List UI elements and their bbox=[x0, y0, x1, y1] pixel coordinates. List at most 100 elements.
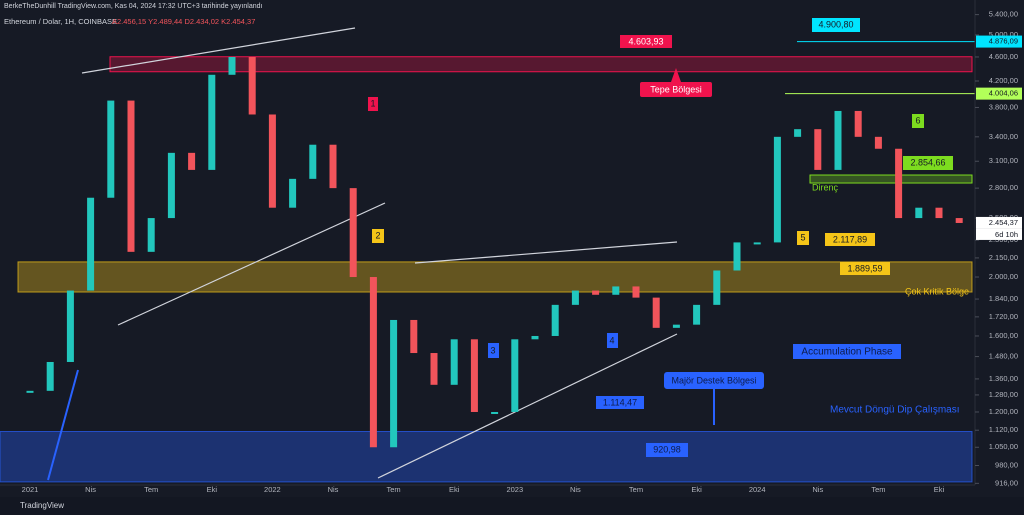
y-tick-label: 1.280,00 bbox=[989, 390, 1018, 399]
candle bbox=[733, 242, 741, 271]
candle bbox=[66, 290, 74, 362]
candle bbox=[935, 207, 943, 219]
footer: TradingView bbox=[20, 501, 64, 510]
candle bbox=[491, 411, 499, 414]
candle bbox=[814, 129, 822, 170]
candle bbox=[390, 319, 398, 448]
candle bbox=[87, 197, 95, 291]
candle bbox=[228, 56, 236, 75]
y-tick-label: 1.120,00 bbox=[989, 425, 1018, 434]
candle bbox=[349, 188, 357, 278]
countdown: 6d 10h bbox=[995, 230, 1018, 239]
zone-label: Çok Kritik Bölge bbox=[905, 286, 969, 296]
y-tick-label: 1.480,00 bbox=[989, 352, 1018, 361]
candle bbox=[794, 129, 802, 137]
y-tick-label: 2.000,00 bbox=[989, 272, 1018, 281]
y-tick-label: 1.200,00 bbox=[989, 407, 1018, 416]
zone bbox=[0, 431, 973, 483]
zone-bottom-label: 1.889,59 bbox=[847, 263, 882, 273]
phase-label: Accumulation Phase bbox=[801, 347, 893, 358]
candle bbox=[309, 144, 317, 179]
candle bbox=[26, 390, 34, 393]
candle bbox=[773, 136, 781, 243]
x-tick-label: Tem bbox=[629, 485, 643, 494]
y-tick-label: 1.720,00 bbox=[989, 312, 1018, 321]
candle bbox=[248, 56, 256, 115]
candle bbox=[632, 286, 640, 298]
candle bbox=[693, 304, 701, 325]
candle bbox=[289, 178, 297, 208]
wave-label: 2 bbox=[375, 230, 380, 240]
ohlc: A2.456,15 Y2.489,44 D2.434,02 K2.454,37 bbox=[112, 17, 255, 26]
level-label: 2.454,37 bbox=[989, 218, 1018, 227]
candle bbox=[551, 304, 559, 336]
countdown-box bbox=[976, 228, 1022, 240]
y-tick-label: 1.840,00 bbox=[989, 294, 1018, 303]
x-tick-label: Eki bbox=[691, 485, 702, 494]
level-label: 4.876,09 bbox=[989, 37, 1018, 46]
x-tick-label: Nis bbox=[328, 485, 339, 494]
y-tick-label: 5.000,00 bbox=[989, 30, 1018, 39]
x-tick-label: 2024 bbox=[749, 485, 766, 494]
zone bbox=[109, 56, 973, 73]
candle bbox=[107, 100, 115, 198]
x-tick-label: 2021 bbox=[22, 485, 39, 494]
y-tick-label: 2.800,00 bbox=[989, 183, 1018, 192]
level-box bbox=[976, 87, 1022, 100]
candle bbox=[511, 339, 519, 412]
candle bbox=[854, 110, 862, 137]
support-label: Majör Destek Bölgesi bbox=[671, 375, 756, 385]
zone bbox=[17, 261, 973, 293]
candle bbox=[147, 218, 155, 252]
support-top-label: 1.114,47 bbox=[603, 397, 637, 407]
x-tick-label: Tem bbox=[144, 485, 158, 494]
candle bbox=[713, 270, 721, 305]
y-tick-label: 3.400,00 bbox=[989, 132, 1018, 141]
candle bbox=[369, 277, 377, 448]
candle bbox=[410, 319, 418, 354]
wave-label: 1 bbox=[370, 98, 375, 108]
x-tick-label: Nis bbox=[570, 485, 581, 494]
wave-label: 3 bbox=[490, 345, 495, 355]
candle bbox=[571, 290, 579, 305]
candle bbox=[329, 144, 337, 189]
candle bbox=[470, 339, 478, 412]
y-tick-label: 916,00 bbox=[995, 478, 1018, 487]
y-tick-label: 4.600,00 bbox=[989, 52, 1018, 61]
symbol: Ethereum / Dolar, 1H, COINBASE bbox=[4, 17, 117, 26]
x-tick-label: Nis bbox=[812, 485, 823, 494]
resistance-label: Direnç bbox=[812, 182, 839, 192]
candle bbox=[612, 286, 620, 295]
candle bbox=[895, 148, 903, 219]
candle bbox=[167, 152, 175, 219]
level-box bbox=[976, 216, 1022, 229]
y-tick-label: 1.050,00 bbox=[989, 442, 1018, 451]
support-bottom-label: 920,98 bbox=[653, 444, 681, 454]
resistance-value: 2.854,66 bbox=[910, 157, 945, 167]
y-tick-label: 4.200,00 bbox=[989, 76, 1018, 85]
level-label: 4.004,06 bbox=[989, 89, 1018, 98]
zone bbox=[809, 174, 973, 184]
candle bbox=[753, 242, 761, 245]
annotations: 4.603,93 Tepe Bölgesi 1 2 3 4 5 6 2.117,… bbox=[368, 18, 969, 457]
candle bbox=[592, 290, 600, 295]
candle bbox=[450, 339, 458, 385]
candle bbox=[672, 324, 680, 328]
tepe-value: 4.603,93 bbox=[628, 36, 663, 46]
y-tick-label: 3.100,00 bbox=[989, 156, 1018, 165]
tepe-label: Tepe Bölgesi bbox=[650, 84, 702, 94]
candle bbox=[430, 353, 438, 385]
trend-lines bbox=[47, 27, 678, 481]
x-tick-label: 2023 bbox=[506, 485, 523, 494]
candle bbox=[874, 136, 882, 149]
candle bbox=[127, 100, 135, 252]
candle bbox=[531, 335, 539, 340]
x-tick-label: Eki bbox=[449, 485, 460, 494]
level-box bbox=[976, 35, 1022, 48]
y-tick-label: 1.600,00 bbox=[989, 331, 1018, 340]
publisher: BerkeTheDunhill TradingView.com, Kas 04,… bbox=[4, 3, 262, 10]
y-tick-label: 1.360,00 bbox=[989, 374, 1018, 383]
wave-label: 5 bbox=[800, 232, 805, 242]
x-tick-label: Eki bbox=[934, 485, 945, 494]
